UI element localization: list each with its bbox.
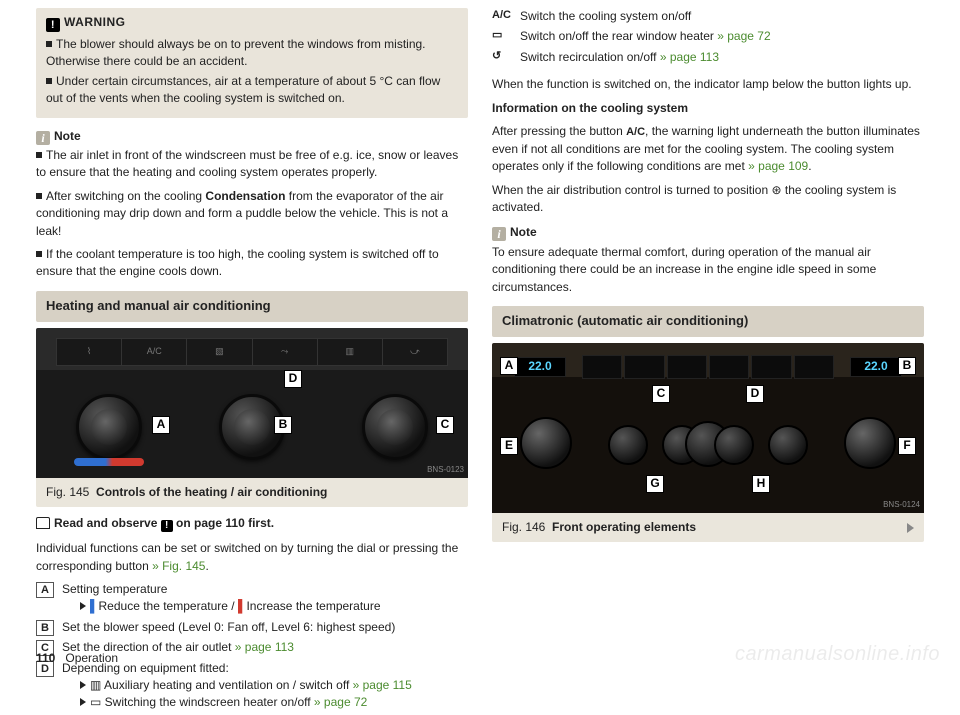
icon-definitions: A/C Switch the cooling system on/off ▭ S… <box>492 8 924 66</box>
fig145-btn: ⤻ <box>383 339 447 365</box>
paragraph: When the air distribution control is tur… <box>492 182 924 217</box>
page-footer: 110Operation <box>36 650 118 667</box>
warning-icon: ! <box>46 18 60 32</box>
fig145-btn: ▧ <box>187 339 252 365</box>
paragraph: After pressing the button A/C, the warni… <box>492 123 924 176</box>
fig145-dial-temp <box>76 394 142 460</box>
fig145-btn: ▥ <box>318 339 383 365</box>
fig146-knob-right <box>844 417 896 469</box>
warning-item: Under certain circumstances, air at a te… <box>46 73 458 108</box>
intro-text: Individual functions can be set or switc… <box>36 540 468 575</box>
fig146-temp-right: 22.0 <box>850 357 902 377</box>
temp-color-arc <box>74 458 144 466</box>
note-title: iNote <box>36 128 468 145</box>
section-heading: Climatronic (automatic air conditioning) <box>492 306 924 337</box>
callout-c: C <box>652 385 670 403</box>
note-item: If the coolant temperature is too high, … <box>36 246 468 281</box>
fig-link[interactable]: » Fig. 145 <box>152 559 205 573</box>
callout-f: F <box>898 437 916 455</box>
warning-item: The blower should always be on to preven… <box>46 36 458 71</box>
continue-icon <box>907 523 914 533</box>
def-d-sub2: ▭ Switching the windscreen heater on/off… <box>62 694 468 711</box>
iconrow: ▭ Switch on/off the rear window heater »… <box>492 28 924 45</box>
right-column: A/C Switch the cooling system on/off ▭ S… <box>492 8 924 715</box>
fig145-btn: ⌇ <box>57 339 122 365</box>
warning-title: !WARNING <box>46 14 458 32</box>
fig145-caption: Fig. 145 Controls of the heating / air c… <box>36 478 468 507</box>
fig146-center-btn <box>608 425 648 465</box>
watermark: carmanualsonline.info <box>735 640 940 669</box>
callout-g: G <box>646 475 664 493</box>
page-link[interactable]: » page 72 <box>717 29 770 43</box>
definition-list: A Setting temperature ▌Reduce the temper… <box>36 581 468 712</box>
book-icon <box>36 517 50 529</box>
iconrow: ↺ Switch recirculation on/off » page 113 <box>492 49 924 66</box>
callout-b: B <box>274 416 292 434</box>
info-icon: i <box>492 227 506 241</box>
fig145-dial-direction <box>362 394 428 460</box>
figure-146: 22.0 22.0 A B C D E F G H B <box>492 343 924 542</box>
callout-a: A <box>152 416 170 434</box>
fig146-button-row <box>582 355 834 379</box>
def-row-b: B Set the blower speed (Level 0: Fan off… <box>36 619 468 636</box>
def-a-sub: ▌Reduce the temperature / ▌Increase the … <box>62 598 468 615</box>
paragraph: When the function is switched on, the in… <box>492 76 924 93</box>
fig145-code: BNS-0123 <box>427 464 464 476</box>
fig146-temp-left: 22.0 <box>514 357 566 377</box>
iconrow: A/C Switch the cooling system on/off <box>492 8 924 25</box>
recirc-icon: ↺ <box>492 49 520 66</box>
fig145-button-row: ⌇ A/C ▧ ⤳ ▥ ⤻ <box>56 338 448 366</box>
callout-a: A <box>500 357 518 375</box>
callout-d: D <box>746 385 764 403</box>
page-link[interactable]: » page 113 <box>660 50 719 64</box>
def-row-d: D Depending on equipment fitted: ▥ Auxil… <box>36 660 468 712</box>
page-link[interactable]: » page 109 <box>748 159 808 173</box>
note-title: iNote <box>492 224 924 241</box>
fig146-center-btn <box>768 425 808 465</box>
figure-145: ⌇ A/C ▧ ⤳ ▥ ⤻ A B C D BNS-0123 Fig. 145 … <box>36 328 468 507</box>
read-and-observe: Read and observe ! on page 110 first. <box>36 515 468 532</box>
fig146-center-btn <box>714 425 754 465</box>
callout-d: D <box>284 370 302 388</box>
fig146-caption: Fig. 146 Front operating elements <box>492 513 924 542</box>
note-text: To ensure adequate thermal comfort, duri… <box>492 244 924 296</box>
warning-ref-icon: ! <box>161 520 173 532</box>
fig145-btn: A/C <box>122 339 187 365</box>
ac-icon: A/C <box>492 8 520 25</box>
page-link[interactable]: » page 115 <box>353 678 412 692</box>
left-column: !WARNING The blower should always be on … <box>36 8 468 715</box>
callout-c: C <box>436 416 454 434</box>
callout-h: H <box>752 475 770 493</box>
callout-b: B <box>898 357 916 375</box>
def-row-a: A Setting temperature ▌Reduce the temper… <box>36 581 468 616</box>
rear-window-icon: ▭ <box>492 28 520 45</box>
subheading: Information on the cooling system <box>492 100 924 117</box>
warning-box: !WARNING The blower should always be on … <box>36 8 468 118</box>
fig145-btn: ⤳ <box>253 339 318 365</box>
callout-e: E <box>500 437 518 455</box>
note-item: After switching on the cooling Condensat… <box>36 188 468 240</box>
page-link[interactable]: » page 72 <box>314 695 367 709</box>
def-d-sub1: ▥ Auxiliary heating and ventilation on /… <box>62 677 468 694</box>
info-icon: i <box>36 131 50 145</box>
note-item: The air inlet in front of the windscreen… <box>36 147 468 182</box>
section-heading: Heating and manual air conditioning <box>36 291 468 322</box>
fig146-code: BNS-0124 <box>883 499 920 511</box>
fig146-knob-left <box>520 417 572 469</box>
page-link[interactable]: » page 113 <box>235 640 294 654</box>
